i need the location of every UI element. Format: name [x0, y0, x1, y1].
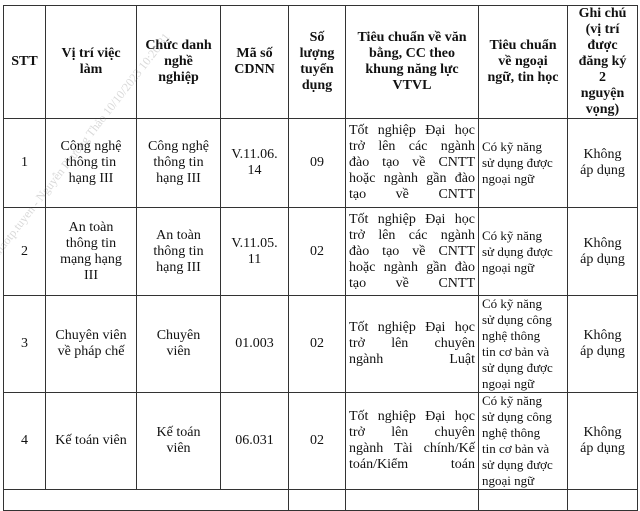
cell-code: V.11.06. 14: [220, 118, 289, 208]
cell-stt: 4: [3, 392, 46, 490]
header-title: Chức danh nghề nghiệp: [136, 5, 221, 119]
cell-code: 01.003: [220, 295, 289, 393]
recruitment-table: STT Vị trí việc làm Chức danh nghề nghiệ…: [3, 5, 638, 511]
cell-empty: [345, 489, 479, 511]
cell-quantity: 09: [288, 118, 346, 208]
cell-stt: 1: [3, 118, 46, 208]
header-row: STT Vị trí việc làm Chức danh nghề nghiệ…: [3, 5, 638, 119]
table-row: 2 An toàn thông tin mạng hạng III An toà…: [3, 207, 638, 296]
cell-empty: [567, 489, 638, 511]
cell-position: Công nghệ thông tin hạng III: [45, 118, 137, 208]
header-stt: STT: [3, 5, 46, 119]
cell-position: An toàn thông tin mạng hạng III: [45, 207, 137, 296]
cell-code: V.11.05. 11: [220, 207, 289, 296]
header-note: Ghi chú (vị trí được đăng ký 2 nguyện vọ…: [567, 5, 638, 119]
cell-note: Không áp dụng: [567, 295, 638, 393]
cell-stt: 2: [3, 207, 46, 296]
cell-stt: 3: [3, 295, 46, 393]
header-quantity: Số lượng tuyển dụng: [288, 5, 346, 119]
cell-skills: Có kỹ năng sử dụng công nghệ thông tin c…: [478, 295, 568, 393]
cell-degree: Tốt nghiệp Đại học trở lên các ngành đào…: [345, 207, 479, 296]
cell-title: Công nghệ thông tin hạng III: [136, 118, 221, 208]
cell-code: 06.031: [220, 392, 289, 490]
cell-note: Không áp dụng: [567, 207, 638, 296]
cell-degree: Tốt nghiệp Đại học trở lên chuyên ngành …: [345, 295, 479, 393]
header-skills: Tiêu chuẩn về ngoại ngữ, tin học: [478, 5, 568, 119]
cell-position: Kế toán viên: [45, 392, 137, 490]
table-row: 1 Công nghệ thông tin hạng III Công nghệ…: [3, 118, 638, 208]
cell-empty: [3, 489, 289, 511]
table-row: 3 Chuyên viên về pháp chế Chuyên viên 01…: [3, 295, 638, 393]
cell-skills: Có kỹ năng sử dụng công nghệ thông tin c…: [478, 392, 568, 490]
cell-quantity: 02: [288, 392, 346, 490]
cell-note: Không áp dụng: [567, 392, 638, 490]
cell-note: Không áp dụng: [567, 118, 638, 208]
cell-degree: Tốt nghiệp Đại học trở lên chuyên ngành …: [345, 392, 479, 490]
header-code: Mã số CDNN: [220, 5, 289, 119]
cell-title: Kế toán viên: [136, 392, 221, 490]
table-row-partial: [3, 489, 638, 511]
cell-empty: [288, 489, 346, 511]
cell-skills: Có kỹ năng sử dụng được ngoại ngữ: [478, 118, 568, 208]
cell-position: Chuyên viên về pháp chế: [45, 295, 137, 393]
cell-quantity: 02: [288, 295, 346, 393]
cell-title: An toàn thông tin hạng III: [136, 207, 221, 296]
cell-empty: [478, 489, 568, 511]
table-row: 4 Kế toán viên Kế toán viên 06.031 02 Tố…: [3, 392, 638, 490]
header-degree: Tiêu chuẩn về văn bằng, CC theo khung nă…: [345, 5, 479, 119]
cell-skills: Có kỹ năng sử dụng được ngoại ngữ: [478, 207, 568, 296]
cell-quantity: 02: [288, 207, 346, 296]
cell-title: Chuyên viên: [136, 295, 221, 393]
header-position: Vị trí việc làm: [45, 5, 137, 119]
cell-degree: Tốt nghiệp Đại học trở lên các ngành đào…: [345, 118, 479, 208]
